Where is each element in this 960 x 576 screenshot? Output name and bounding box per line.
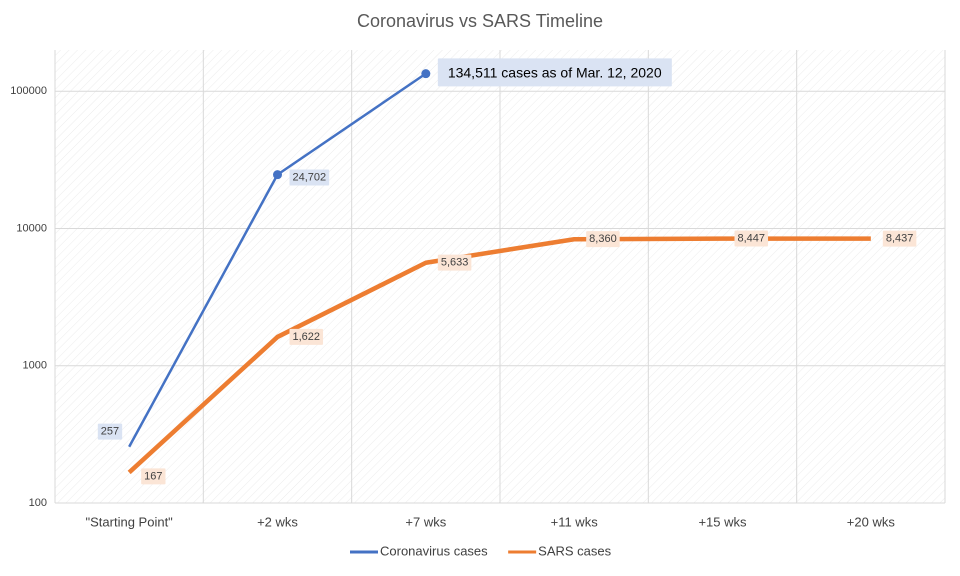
- y-tick-label: 10000: [16, 222, 47, 234]
- x-tick-label: +11 wks: [551, 514, 599, 529]
- data-label-bg: [141, 468, 166, 485]
- data-label-bg: [97, 423, 123, 440]
- chart-title: Coronavirus vs SARS Timeline: [357, 11, 603, 31]
- data-label-bg: [437, 58, 672, 87]
- data-label: 134,511 cases as of Mar. 12, 2020: [448, 64, 662, 80]
- legend-label: SARS cases: [538, 543, 611, 558]
- data-label-bg: [734, 230, 769, 247]
- data-label-bg: [289, 169, 330, 186]
- data-label: 1,622: [293, 331, 321, 343]
- y-tick-label: 1000: [23, 360, 47, 372]
- data-label-bg: [289, 328, 324, 345]
- y-tick-label: 100: [29, 497, 47, 509]
- data-label: 8,447: [738, 233, 766, 245]
- x-tick-label: +2 wks: [257, 514, 298, 529]
- data-label-bg: [437, 254, 472, 271]
- data-label: 24,702: [293, 172, 327, 184]
- x-tick-label: +7 wks: [405, 514, 446, 529]
- legend-label: Coronavirus cases: [380, 543, 488, 558]
- x-tick-label: +15 wks: [698, 514, 747, 529]
- y-tick-label: 100000: [10, 85, 47, 97]
- marker: [421, 69, 431, 79]
- data-label: 257: [101, 426, 119, 438]
- data-label: 5,633: [441, 257, 469, 269]
- x-tick-label: +20 wks: [847, 514, 896, 529]
- data-label-bg: [882, 230, 917, 247]
- data-label: 167: [144, 470, 162, 482]
- x-tick-label: "Starting Point": [86, 514, 174, 529]
- data-label: 8,437: [886, 233, 914, 245]
- data-label: 8,360: [589, 233, 617, 245]
- marker: [273, 170, 282, 180]
- data-label-bg: [586, 231, 620, 248]
